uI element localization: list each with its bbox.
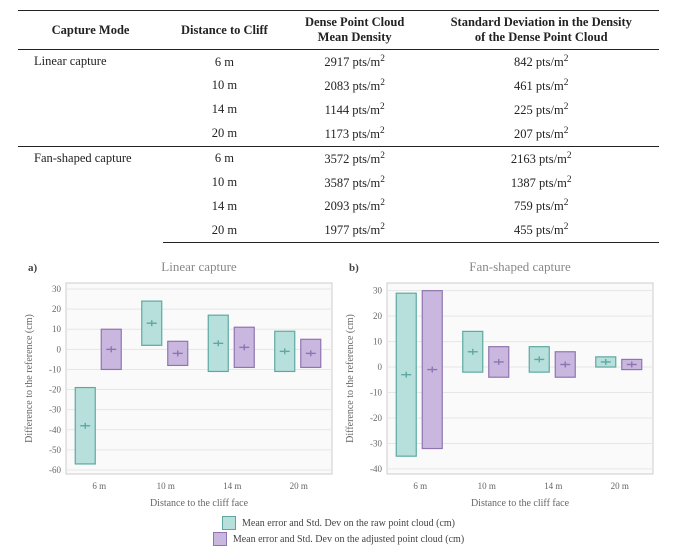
svg-text:-30: -30 xyxy=(370,439,382,449)
svg-text:Linear capture: Linear capture xyxy=(161,259,237,274)
svg-text:0: 0 xyxy=(377,362,382,372)
svg-text:-30: -30 xyxy=(49,405,61,415)
svg-text:10: 10 xyxy=(373,337,383,347)
svg-text:-10: -10 xyxy=(49,365,61,375)
svg-text:0: 0 xyxy=(57,345,62,355)
svg-text:10 m: 10 m xyxy=(477,481,495,491)
svg-text:-40: -40 xyxy=(370,464,382,474)
svg-text:6 m: 6 m xyxy=(413,481,427,491)
density-table: Capture Mode Distance to Cliff Dense Poi… xyxy=(18,10,659,243)
table-row: Linear capture6 m2917 pts/m2842 pts/m2 xyxy=(18,50,659,74)
svg-text:14 m: 14 m xyxy=(223,481,241,491)
svg-text:b): b) xyxy=(349,262,359,274)
chart-svg: -60 -50 -40 -30 -20 -10 0 10 20 30 6 m 10 m 14 m 20 m… xyxy=(18,257,338,512)
svg-text:-20: -20 xyxy=(49,385,61,395)
legend-raw: Mean error and Std. Dev on the raw point… xyxy=(222,516,455,530)
svg-text:Difference to the reference (c: Difference to the reference (cm) xyxy=(345,314,356,443)
col-sd-density: Standard Deviation in the Densityof the … xyxy=(423,11,659,50)
chart-b: -40 -30 -20 -10 0 10 20 30 6 m 10 m 14 m 20 m b) Fan-… xyxy=(339,257,660,512)
table-row: Fan-shaped capture6 m3572 pts/m22163 pts… xyxy=(18,146,659,170)
svg-text:-40: -40 xyxy=(49,425,61,435)
mode-cell: Fan-shaped capture xyxy=(18,146,163,243)
chart-a: -60 -50 -40 -30 -20 -10 0 10 20 30 6 m 10 m 14 m 20 m… xyxy=(18,257,339,512)
svg-text:-10: -10 xyxy=(370,388,382,398)
chart-legend: Mean error and Std. Dev on the raw point… xyxy=(18,516,659,546)
svg-text:10: 10 xyxy=(52,324,62,334)
legend-label-adj: Mean error and Std. Dev on the adjusted … xyxy=(233,534,464,545)
svg-text:-60: -60 xyxy=(49,465,61,475)
svg-text:14 m: 14 m xyxy=(544,481,562,491)
col-capture-mode: Capture Mode xyxy=(18,11,163,50)
col-distance: Distance to Cliff xyxy=(163,11,286,50)
legend-label-raw: Mean error and Std. Dev on the raw point… xyxy=(242,518,455,529)
svg-text:30: 30 xyxy=(373,286,383,296)
legend-adj: Mean error and Std. Dev on the adjusted … xyxy=(213,532,464,546)
svg-text:Difference to the reference (c: Difference to the reference (cm) xyxy=(24,314,35,443)
mode-cell: Linear capture xyxy=(18,50,163,147)
svg-text:30: 30 xyxy=(52,284,62,294)
svg-text:6 m: 6 m xyxy=(92,481,106,491)
svg-text:-20: -20 xyxy=(370,413,382,423)
charts-row: -60 -50 -40 -30 -20 -10 0 10 20 30 6 m 10 m 14 m 20 m… xyxy=(18,257,659,512)
svg-text:-50: -50 xyxy=(49,445,61,455)
col-mean-density: Dense Point CloudMean Density xyxy=(286,11,424,50)
svg-text:20: 20 xyxy=(52,304,62,314)
legend-swatch-adj xyxy=(213,532,227,546)
svg-text:20 m: 20 m xyxy=(610,481,628,491)
svg-text:20 m: 20 m xyxy=(290,481,308,491)
chart-svg: -40 -30 -20 -10 0 10 20 30 6 m 10 m 14 m 20 m b) Fan-… xyxy=(339,257,659,512)
svg-text:Distance to the cliff face: Distance to the cliff face xyxy=(150,498,249,509)
legend-swatch-raw xyxy=(222,516,236,530)
svg-text:10 m: 10 m xyxy=(157,481,175,491)
svg-text:20: 20 xyxy=(373,311,383,321)
svg-text:Distance to the cliff face: Distance to the cliff face xyxy=(470,498,569,509)
svg-text:Fan-shaped capture: Fan-shaped capture xyxy=(469,259,571,274)
svg-text:a): a) xyxy=(28,262,38,274)
